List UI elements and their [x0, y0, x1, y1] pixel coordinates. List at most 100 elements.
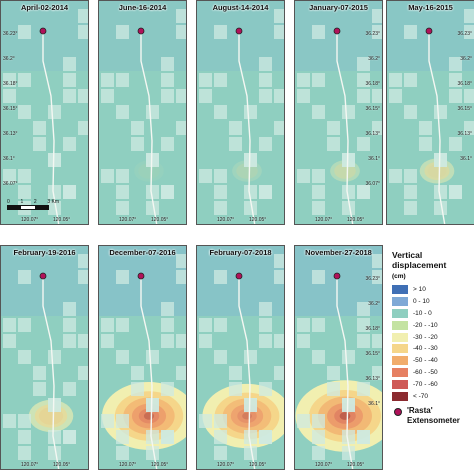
field-parcel: [214, 430, 227, 444]
road-line: [336, 276, 354, 469]
latitude-label: 36.1°: [368, 401, 380, 407]
road-line: [140, 31, 158, 224]
panel-date-title: August-14-2014: [212, 3, 269, 12]
field-parcel: [161, 334, 174, 348]
field-parcel: [372, 89, 382, 103]
field-parcel: [48, 398, 61, 412]
field-parcel: [449, 89, 462, 103]
panel-date-title: April-02-2014: [20, 3, 69, 12]
latitude-label: 36.1°: [3, 156, 15, 162]
field-parcel: [199, 169, 212, 183]
field-parcel: [259, 318, 272, 332]
field-parcel: [297, 89, 310, 103]
legend-item: -30 - -20: [392, 331, 474, 343]
field-parcel: [18, 318, 31, 332]
extensometer-label-line2: Extensometer: [407, 416, 460, 425]
map-panel-p7: December-07-2016 120.07° 120.05°: [98, 245, 187, 470]
field-parcel: [18, 25, 31, 39]
field-parcel: [18, 446, 31, 460]
field-parcel: [3, 89, 16, 103]
map-panel-p8: February-07-2018 120.07° 120.05°: [196, 245, 285, 470]
longitude-label: 120.05°: [249, 462, 267, 468]
subsidence-contour: [143, 412, 155, 420]
legend-unit: (cm): [392, 273, 406, 280]
field-parcel: [101, 318, 114, 332]
field-parcel: [101, 169, 114, 183]
field-parcel: [274, 121, 284, 135]
field-parcel: [259, 334, 272, 348]
field-parcel: [214, 318, 227, 332]
field-parcel: [342, 201, 355, 215]
road-line: [140, 276, 158, 469]
longitude-label: 120.05°: [151, 462, 169, 468]
field-parcel: [63, 334, 76, 348]
latitude-label: 36.23°: [457, 31, 472, 37]
field-parcel: [63, 430, 76, 444]
field-parcel: [131, 137, 144, 151]
map-panel-p6: February-19-2016 120.07° 120.05°: [0, 245, 89, 470]
field-parcel: [214, 350, 227, 364]
field-parcel: [244, 430, 257, 444]
field-parcel: [274, 89, 284, 103]
field-parcel: [78, 121, 88, 135]
latitude-label: 36.13°: [365, 131, 380, 137]
road-line: [238, 276, 256, 469]
scale-bar-tick-label: 3 Km: [47, 199, 59, 205]
legend-item-label: < -70: [413, 392, 428, 400]
field-parcel: [274, 366, 284, 380]
latitude-label: 36.1°: [368, 156, 380, 162]
field-parcel: [48, 350, 61, 364]
field-parcel: [312, 169, 325, 183]
field-parcel: [372, 121, 382, 135]
field-parcel: [199, 414, 212, 428]
scale-bar-tick-label: 0: [7, 199, 10, 205]
scale-bar-tick-label: 1: [20, 199, 24, 205]
field-parcel: [449, 137, 462, 151]
field-parcel: [18, 169, 31, 183]
field-parcel: [78, 25, 88, 39]
field-parcel: [389, 89, 402, 103]
field-parcel: [78, 254, 88, 268]
latitude-label: 36.23°: [3, 31, 18, 37]
field-parcel: [116, 270, 129, 284]
displacement-map: [197, 1, 284, 224]
legend-swatch: [392, 320, 408, 330]
field-parcel: [327, 382, 340, 396]
longitude-label: 120.05°: [249, 217, 267, 223]
field-parcel: [18, 105, 31, 119]
field-parcel: [372, 366, 382, 380]
extensometer-marker: [425, 27, 433, 35]
field-parcel: [161, 318, 174, 332]
latitude-label: 36.13°: [365, 376, 380, 382]
panel-date-title: February-19-2016: [13, 248, 76, 257]
field-parcel: [199, 73, 212, 87]
longitude-label: 120.05°: [347, 217, 365, 223]
extensometer-marker: [39, 272, 47, 280]
panel-date-title: May-16-2015: [408, 3, 453, 12]
longitude-label: 120.05°: [53, 462, 71, 468]
field-parcel: [464, 9, 474, 23]
field-parcel: [259, 430, 272, 444]
displacement-map: [387, 1, 474, 224]
field-parcel: [244, 105, 257, 119]
map-panel-p1: April-02-2014 36.23° 36.2° 36.18° 36.15° 36.1…: [0, 0, 89, 225]
field-parcel: [297, 414, 310, 428]
latitude-label: 36.18°: [457, 81, 472, 87]
field-parcel: [33, 366, 46, 380]
field-parcel: [78, 334, 88, 348]
extensometer-marker: [333, 27, 341, 35]
field-parcel: [419, 121, 432, 135]
legend-item: -70 - -60: [392, 378, 474, 390]
field-parcel: [18, 270, 31, 284]
field-parcel: [63, 137, 76, 151]
field-parcel: [33, 121, 46, 135]
field-parcel: [274, 25, 284, 39]
longitude-label: 120.07°: [217, 217, 235, 223]
field-parcel: [199, 318, 212, 332]
field-parcel: [342, 350, 355, 364]
field-parcel: [78, 366, 88, 380]
field-parcel: [312, 105, 325, 119]
subsidence-contour: [242, 412, 252, 420]
field-parcel: [297, 334, 310, 348]
legend: Vertical displacement (cm) > 10 0 - 10 -10…: [392, 250, 474, 402]
